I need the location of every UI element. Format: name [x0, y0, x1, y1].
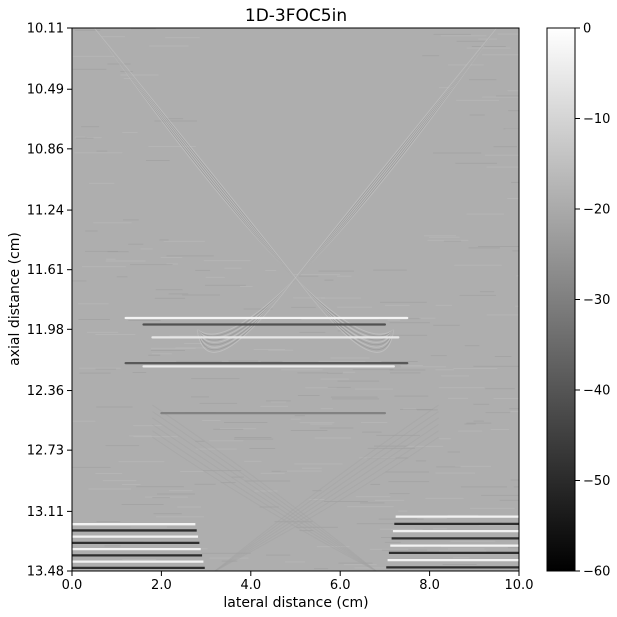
y-tick-label: 10.11	[27, 22, 64, 37]
y-axis-ticks: 10.11 10.49 10.86 11.24 11.61 11.98 12.36 12.73…	[27, 22, 72, 580]
lower-arc	[152, 436, 377, 571]
y-tick-label: 10.49	[27, 83, 64, 98]
colorbar-tick-label: −50	[583, 474, 610, 489]
x-tick-label: 6.0	[330, 578, 351, 593]
x-tick-label: 2.0	[151, 578, 172, 593]
colorbar-tick-label: −40	[583, 384, 610, 399]
chart-title: 1D-3FOC5in	[245, 6, 347, 26]
heatmap-background	[72, 28, 519, 571]
lower-arc	[152, 423, 377, 571]
y-tick-label: 11.24	[27, 204, 64, 219]
wavefront-arc	[196, 28, 498, 353]
heatmap-plot-area	[72, 28, 519, 571]
lower-arc	[214, 411, 439, 571]
y-tick-label: 11.61	[27, 263, 64, 278]
x-tick-label: 0.0	[62, 578, 83, 593]
lower-arc	[214, 404, 439, 571]
heatmap-features	[72, 28, 519, 571]
lower-arc	[152, 417, 377, 571]
colorbar-tick-label: −10	[583, 112, 610, 127]
x-tick-label: 4.0	[240, 578, 261, 593]
colorbar-tick-label: −60	[583, 565, 610, 580]
wavefront-arc	[196, 28, 498, 351]
lower-arc	[214, 423, 439, 571]
wavefront-arc	[93, 28, 395, 353]
y-tick-label: 13.48	[27, 565, 64, 580]
x-axis-label: lateral distance (cm)	[223, 595, 368, 611]
lower-arc	[152, 404, 377, 571]
colorbar-ticks: 0 −10 −20 −30 −40 −50 −60	[575, 22, 610, 580]
lower-arc	[152, 430, 377, 571]
x-tick-label: 8.0	[419, 578, 440, 593]
lower-arc	[214, 430, 439, 571]
colorbar	[546, 27, 576, 572]
lower-arc	[152, 411, 377, 571]
y-tick-label: 13.11	[27, 505, 64, 520]
x-tick-label: 10.0	[505, 578, 534, 593]
colorbar-tick-label: 0	[583, 22, 591, 37]
colorbar-tick-label: −30	[583, 293, 610, 308]
lower-arc	[214, 417, 439, 571]
x-axis-ticks: 0.0 2.0 4.0 6.0 8.0 10.0	[62, 571, 534, 593]
y-axis-label: axial distance (cm)	[7, 232, 23, 366]
y-tick-label: 12.36	[27, 384, 64, 399]
y-tick-label: 10.86	[27, 142, 64, 157]
colorbar-tick-label: −20	[583, 203, 610, 218]
wavefront-arc	[93, 28, 395, 351]
plot-frame	[71, 27, 520, 572]
lower-arc	[214, 436, 439, 571]
y-tick-label: 11.98	[27, 323, 64, 338]
y-tick-label: 12.73	[27, 444, 64, 459]
